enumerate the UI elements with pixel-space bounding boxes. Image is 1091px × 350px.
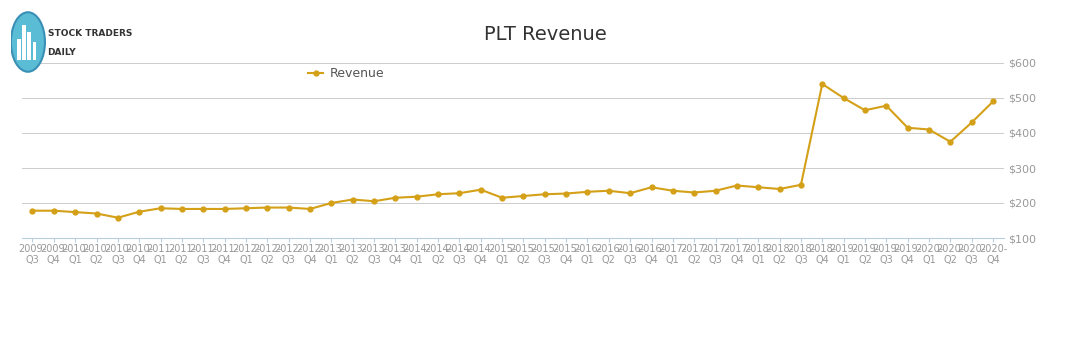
- Revenue: [730, 183, 743, 188]
- Revenue: [774, 187, 787, 191]
- Revenue: [176, 207, 189, 211]
- Bar: [22, 25, 26, 60]
- Revenue: [709, 189, 722, 193]
- Revenue: [325, 201, 338, 205]
- Revenue: [69, 210, 82, 214]
- Bar: [33, 42, 36, 60]
- Revenue: [517, 194, 530, 198]
- Text: DAILY: DAILY: [48, 48, 76, 57]
- Revenue: [388, 196, 401, 200]
- Revenue: [624, 191, 637, 195]
- Revenue: [602, 189, 615, 193]
- Line: Revenue: Revenue: [31, 82, 995, 220]
- Revenue: [560, 191, 573, 196]
- Revenue: [283, 205, 296, 210]
- Revenue: [133, 210, 146, 214]
- Revenue: [879, 104, 892, 108]
- Bar: [27, 32, 32, 60]
- Revenue: [410, 195, 423, 199]
- Ellipse shape: [11, 12, 45, 72]
- Revenue: [923, 127, 936, 132]
- Revenue: [26, 209, 39, 213]
- Revenue: [432, 192, 445, 196]
- Revenue: [794, 183, 807, 187]
- Revenue: [580, 190, 594, 194]
- Revenue: [752, 185, 765, 189]
- Revenue: [816, 82, 829, 86]
- Revenue: [368, 199, 381, 203]
- Revenue: [239, 206, 252, 210]
- Revenue: [901, 126, 914, 130]
- Revenue: [645, 185, 658, 189]
- Revenue: [986, 99, 999, 104]
- Revenue: [303, 207, 316, 211]
- Revenue: [89, 211, 103, 216]
- Revenue: [475, 188, 488, 192]
- Revenue: [47, 209, 60, 213]
- Legend: Revenue: Revenue: [303, 62, 388, 85]
- Revenue: [196, 207, 209, 211]
- Revenue: [453, 191, 466, 195]
- Revenue: [111, 216, 124, 220]
- Bar: [16, 38, 21, 60]
- Revenue: [667, 189, 680, 193]
- Revenue: [218, 207, 231, 211]
- Revenue: [837, 96, 850, 100]
- Text: STOCK TRADERS: STOCK TRADERS: [48, 29, 132, 38]
- Revenue: [944, 140, 957, 144]
- Revenue: [859, 108, 872, 112]
- Revenue: [154, 206, 167, 210]
- Revenue: [687, 190, 700, 195]
- Text: PLT Revenue: PLT Revenue: [484, 25, 607, 43]
- Revenue: [495, 196, 508, 200]
- Revenue: [346, 197, 359, 202]
- Revenue: [261, 205, 274, 210]
- Revenue: [538, 192, 551, 196]
- Revenue: [966, 120, 979, 125]
